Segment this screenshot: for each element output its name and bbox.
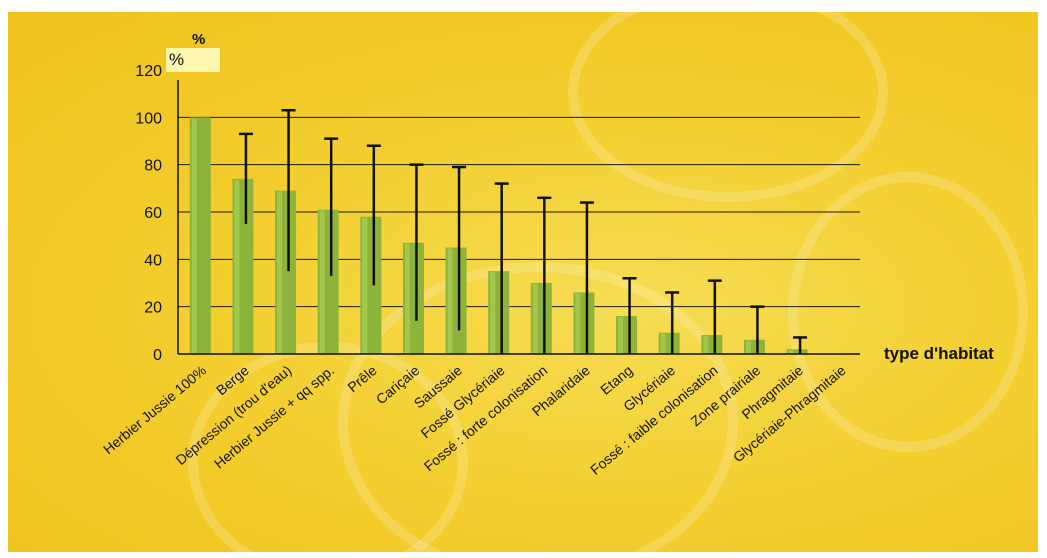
category-label: Prêle: [344, 362, 379, 395]
y-tick-label: 60: [144, 205, 162, 222]
bar-highlight: [745, 340, 751, 354]
bar-highlight: [618, 317, 624, 354]
y-tick-label: 20: [144, 300, 162, 317]
bar-highlight: [319, 210, 325, 354]
decorative-swirl: [568, 12, 888, 202]
y-axis-title: %: [192, 31, 205, 48]
y-tick-label: 120: [135, 63, 162, 80]
bar-highlight: [788, 350, 794, 354]
bar-highlight: [404, 243, 410, 354]
bar-highlight: [447, 248, 453, 354]
y-tick-label: 40: [144, 252, 162, 269]
unit-label: %: [166, 48, 220, 72]
bar-highlight: [191, 118, 197, 354]
decorative-swirl: [788, 172, 1028, 452]
bar: [786, 349, 808, 354]
bar-highlight: [234, 179, 240, 354]
y-tick-label: 100: [135, 110, 162, 127]
bar-highlight: [703, 336, 709, 354]
bar-highlight: [362, 217, 368, 354]
y-tick-label: 80: [144, 158, 162, 175]
bar-highlight: [532, 284, 538, 354]
x-axis-title: type d'habitat: [884, 344, 994, 363]
bar-highlight: [575, 293, 581, 354]
bar-highlight: [490, 272, 496, 354]
bar-highlight: [277, 191, 283, 354]
y-tick-label: 0: [153, 347, 162, 364]
bar-highlight: [660, 333, 666, 354]
category-label: Etang: [597, 362, 635, 398]
